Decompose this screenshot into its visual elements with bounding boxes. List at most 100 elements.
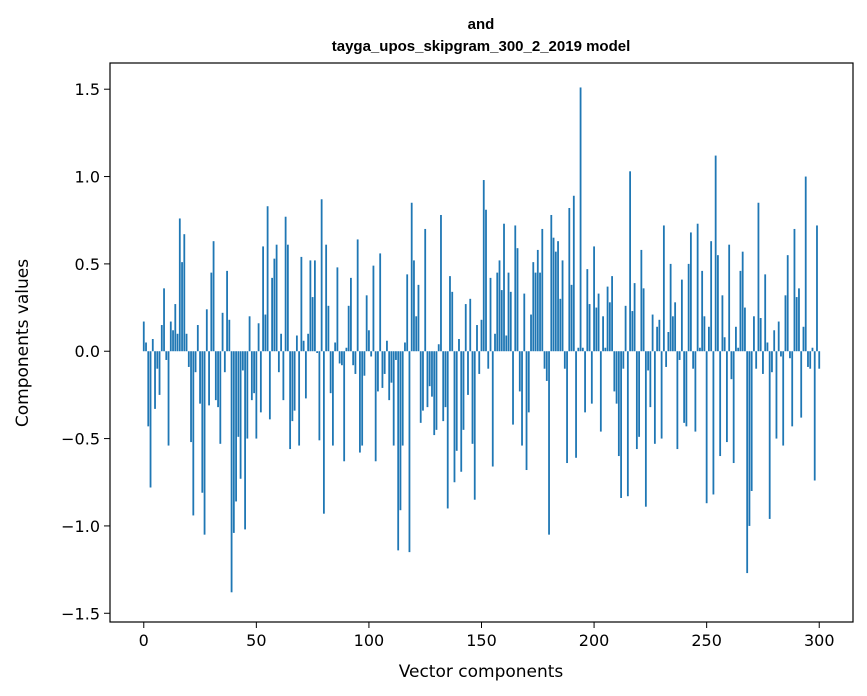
bar — [665, 351, 668, 367]
bar — [780, 351, 782, 357]
bar — [638, 351, 641, 437]
bar — [717, 255, 719, 352]
bar — [525, 351, 528, 471]
bar — [356, 239, 359, 352]
bar — [262, 246, 264, 352]
x-tick-label: 50 — [246, 631, 266, 650]
bar — [773, 330, 776, 352]
bar — [451, 291, 454, 352]
bar — [192, 351, 195, 516]
bar — [359, 351, 361, 453]
bar — [667, 332, 670, 352]
bar — [597, 293, 600, 352]
bar — [723, 337, 726, 352]
bar — [579, 87, 582, 352]
bar — [469, 298, 472, 352]
bar — [575, 351, 577, 458]
bar — [163, 288, 165, 352]
bar — [392, 351, 395, 446]
bar — [347, 305, 350, 352]
bar — [444, 351, 447, 408]
bar — [581, 347, 584, 352]
bar — [386, 340, 388, 352]
bar — [160, 325, 163, 352]
bar — [671, 316, 674, 352]
bar — [683, 351, 686, 423]
bar — [674, 302, 677, 352]
bar — [622, 351, 625, 369]
bar — [277, 351, 280, 373]
bar — [708, 326, 710, 352]
bar — [311, 297, 314, 352]
bar — [194, 351, 197, 373]
bar — [246, 351, 249, 439]
y-tick-label: 1.5 — [75, 80, 100, 99]
bar — [626, 351, 629, 497]
y-tick-label: 0.0 — [75, 342, 100, 361]
bar — [735, 326, 737, 352]
bar — [545, 351, 548, 381]
bar — [509, 291, 512, 352]
bar — [696, 223, 699, 352]
bar — [771, 351, 773, 373]
bar — [687, 263, 690, 352]
bar — [680, 279, 683, 352]
bar — [678, 351, 681, 360]
bar — [145, 342, 147, 352]
bar — [255, 351, 258, 439]
x-tick-label: 300 — [804, 631, 835, 650]
bar — [273, 258, 276, 352]
bar — [572, 195, 575, 352]
y-tick-label: 0.5 — [75, 255, 100, 274]
bar — [631, 311, 634, 352]
bar — [336, 267, 339, 352]
bar — [489, 277, 492, 352]
bar — [710, 241, 713, 352]
bar — [530, 314, 532, 352]
bar — [521, 351, 523, 446]
bar — [620, 351, 622, 498]
bar — [338, 351, 341, 364]
bar — [737, 347, 740, 352]
bar — [604, 347, 607, 352]
bar — [464, 304, 467, 352]
bar — [455, 351, 458, 451]
bar — [250, 351, 253, 401]
bar — [719, 351, 722, 457]
bar — [527, 351, 530, 413]
bar — [647, 351, 650, 371]
bar — [187, 351, 190, 367]
x-tick-label: 200 — [579, 631, 610, 650]
chart-title-line-1: and — [468, 16, 495, 33]
bar — [795, 297, 798, 352]
bar — [282, 351, 285, 401]
bar — [586, 269, 589, 352]
bar — [374, 351, 377, 462]
bar — [775, 351, 778, 439]
bar — [325, 244, 328, 352]
bar — [577, 347, 580, 352]
bar — [676, 351, 679, 450]
bar — [219, 351, 222, 444]
bar — [703, 316, 706, 352]
bar — [298, 351, 301, 446]
bar — [241, 351, 244, 371]
bar — [293, 351, 296, 411]
bar — [264, 314, 267, 352]
bar — [753, 316, 755, 352]
bar — [406, 274, 409, 352]
bar — [480, 319, 483, 352]
bar — [762, 351, 764, 374]
bar — [590, 351, 593, 404]
bar — [662, 225, 665, 352]
bar — [271, 277, 274, 352]
y-axis-ticks: −1.5 −1.0 −0.5 0.0 0.5 1.0 1.5 — [61, 80, 110, 623]
bar — [728, 244, 731, 352]
bar — [291, 351, 294, 422]
bar — [685, 351, 688, 427]
bar — [266, 206, 269, 352]
bar — [793, 228, 796, 352]
bar — [275, 244, 278, 352]
bar — [505, 335, 508, 352]
bar — [485, 209, 487, 352]
